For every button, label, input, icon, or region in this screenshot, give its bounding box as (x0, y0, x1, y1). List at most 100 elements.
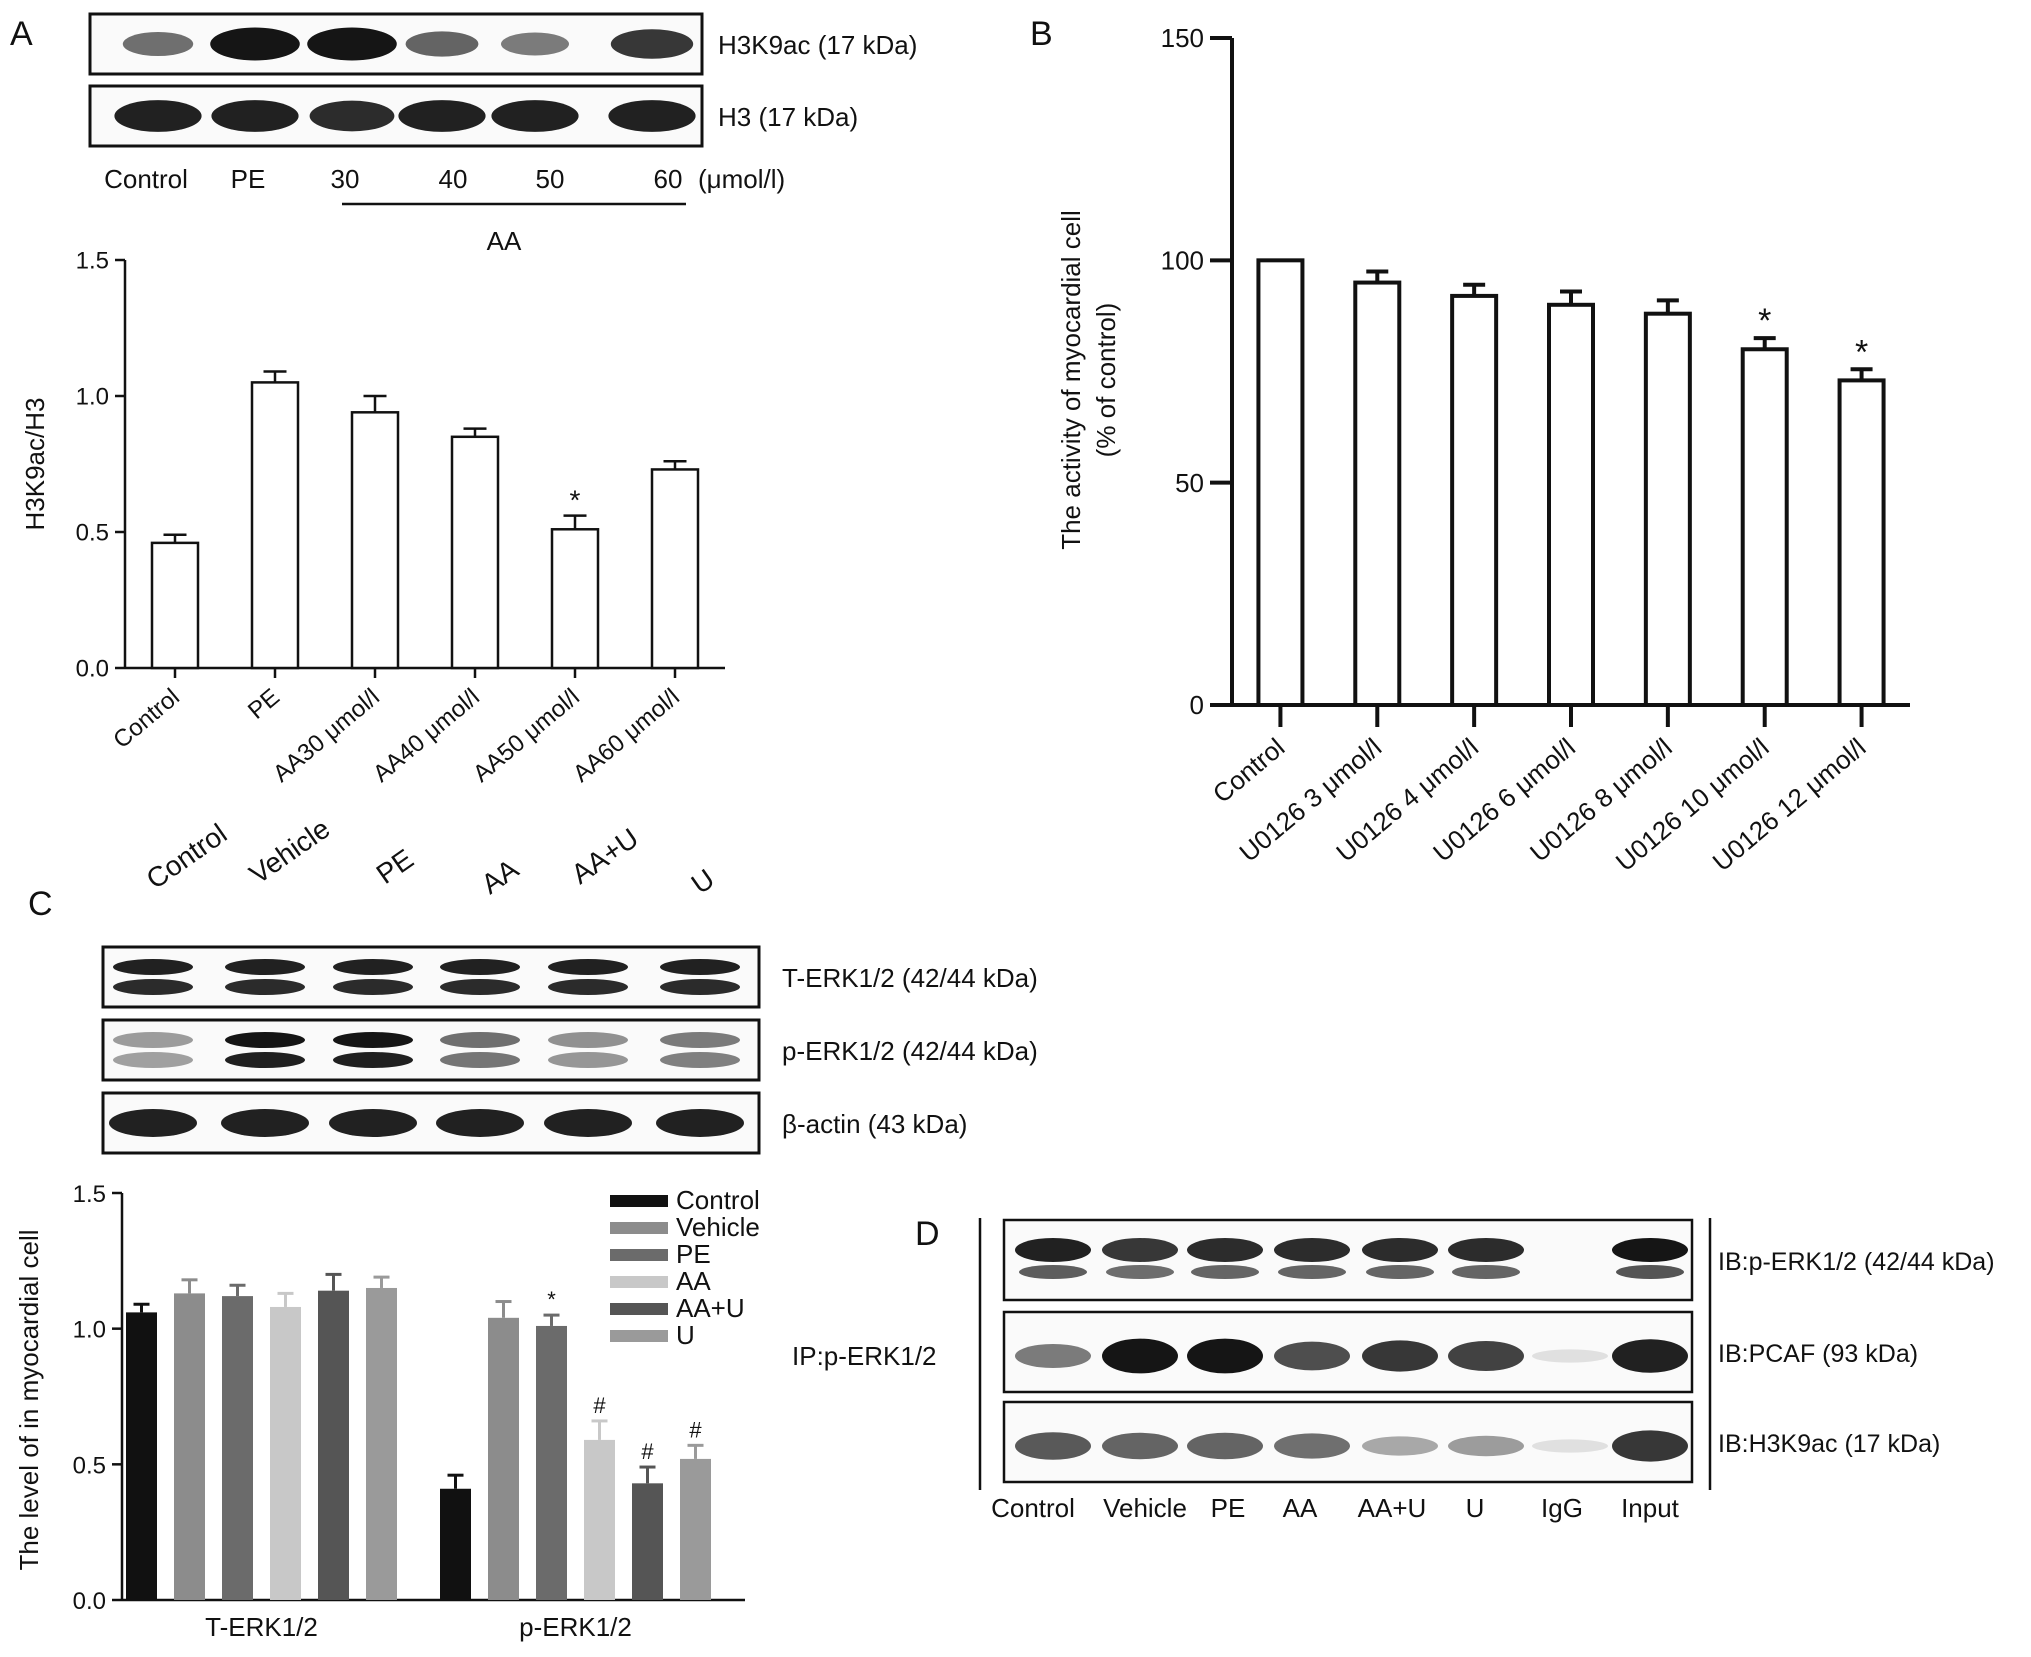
bar (680, 1458, 711, 1600)
blot-c-lane-label: Vehicle (244, 813, 336, 890)
chart-b-ylabel: The activity of myocardial cell (1056, 210, 1086, 550)
blot-band (491, 100, 579, 132)
blot-band (1532, 1349, 1608, 1363)
legend-swatch (610, 1195, 668, 1207)
blot-band (1362, 1436, 1438, 1456)
blot-band (1612, 1238, 1688, 1262)
blot-band (436, 1109, 524, 1137)
blot-a-lane-label: 50 (536, 164, 565, 194)
panel-a: A H3K9ac (17 kDa) H3 (17 kDa) Control PE 3… (10, 12, 917, 788)
blot-d-row (1002, 1218, 1694, 1302)
blot-band (660, 979, 740, 995)
blot-a-lane-label: Control (104, 164, 188, 194)
blot-c-row-label: p-ERK1/2 (42/44 kDa) (782, 1036, 1038, 1066)
blot-band (660, 1032, 740, 1048)
bar (174, 1293, 205, 1600)
blot-band (1187, 1238, 1263, 1262)
legend-label: Vehicle (676, 1212, 760, 1242)
blot-band (225, 1052, 305, 1068)
blot-band (113, 959, 193, 975)
blot-band (548, 959, 628, 975)
y-tick-label: 1.5 (73, 1181, 106, 1208)
x-tick-label: AA40 μmol/l (368, 684, 485, 788)
blot-c-lane-label: PE (371, 843, 419, 890)
chart-c-ylabel: The level of in myocardial cell (14, 1229, 44, 1570)
blot-band (333, 1032, 413, 1048)
blot-band (656, 1109, 744, 1137)
blot-band (1102, 1432, 1178, 1460)
blot-band (1274, 1238, 1350, 1262)
blot-band (113, 1052, 193, 1068)
bar (550, 528, 600, 670)
blot-a-lane-label: 60 (654, 164, 683, 194)
blot-band (333, 959, 413, 975)
blot-c-lane-label: AA (476, 853, 525, 900)
bar (1353, 280, 1402, 707)
blot-band (1274, 1433, 1350, 1459)
blot-d-row-label: IB:H3K9ac (17 kDa) (1718, 1430, 1940, 1458)
y-tick-label: 150 (1161, 23, 1204, 53)
bar (250, 381, 300, 670)
blot-d-lane-label: Input (1621, 1493, 1680, 1523)
bar (488, 1317, 519, 1600)
blot-band (1015, 1344, 1091, 1368)
significance-mark: * (570, 485, 581, 516)
significance-mark: # (689, 1417, 702, 1442)
panel-a-letter: A (10, 15, 33, 53)
y-tick-label: 0.0 (76, 655, 109, 682)
legend-label: PE (676, 1239, 711, 1269)
blot-band (307, 27, 397, 61)
legend-swatch (610, 1222, 668, 1234)
blot-c-lane-label: AA+U (566, 822, 644, 890)
panel-b-letter: B (1030, 15, 1053, 53)
blot-band (1106, 1265, 1174, 1279)
blot-band (333, 979, 413, 995)
blot-band (1274, 1341, 1350, 1371)
blot-a-row-1-label: H3K9ac (17 kDa) (718, 30, 917, 60)
blot-band (544, 1109, 632, 1137)
blot-band (398, 100, 486, 132)
blot-band (660, 1052, 740, 1068)
legend-label: U (676, 1320, 695, 1350)
blot-band (113, 1032, 193, 1048)
panel-d-blot: IP:p-ERK1/2 IB:p-ERK1/2 (42/44 kDa) IB:PCA… (792, 1218, 1995, 1523)
blot-c-row (101, 1091, 761, 1155)
blot-band (1102, 1238, 1178, 1262)
bar (632, 1483, 663, 1600)
blot-d-lane-label: IgG (1541, 1493, 1583, 1523)
bar (536, 1325, 567, 1600)
blot-band (122, 31, 194, 57)
blot-d-lane-label: U (1466, 1493, 1485, 1523)
blot-d-lane-label: PE (1211, 1493, 1246, 1523)
blot-band (221, 1109, 309, 1137)
blot-band (1532, 1439, 1608, 1453)
x-group-label: p-ERK1/2 (519, 1612, 632, 1642)
ip-label: IP:p-ERK1/2 (792, 1341, 937, 1371)
panel-c-letter: C (28, 885, 53, 923)
bar (1643, 311, 1692, 707)
blot-c-lane-label: U (686, 863, 720, 900)
blot-band (225, 979, 305, 995)
blot-d-lane-label: Vehicle (1103, 1493, 1187, 1523)
blot-band (1191, 1265, 1259, 1279)
bar (1256, 258, 1305, 707)
blot-band (1448, 1435, 1524, 1457)
blot-a-lane-label: 30 (331, 164, 360, 194)
blot-band (548, 1052, 628, 1068)
blot-band (610, 29, 694, 59)
blot-band (210, 27, 300, 61)
blot-band (440, 979, 520, 995)
x-group-label: T-ERK1/2 (205, 1612, 318, 1642)
blot-c-row-label: β-actin (43 kDa) (782, 1109, 967, 1139)
bar (1547, 302, 1595, 707)
blot-band (1366, 1265, 1434, 1279)
blot-band (1452, 1265, 1520, 1279)
blot-a-unit: (μmol/l) (698, 164, 785, 194)
blot-band (225, 1032, 305, 1048)
bar (440, 1488, 471, 1600)
blot-a-row-2-label: H3 (17 kDa) (718, 102, 858, 132)
x-tick-label: Control (1207, 732, 1290, 809)
blot-band (225, 959, 305, 975)
significance-mark: # (593, 1393, 606, 1418)
